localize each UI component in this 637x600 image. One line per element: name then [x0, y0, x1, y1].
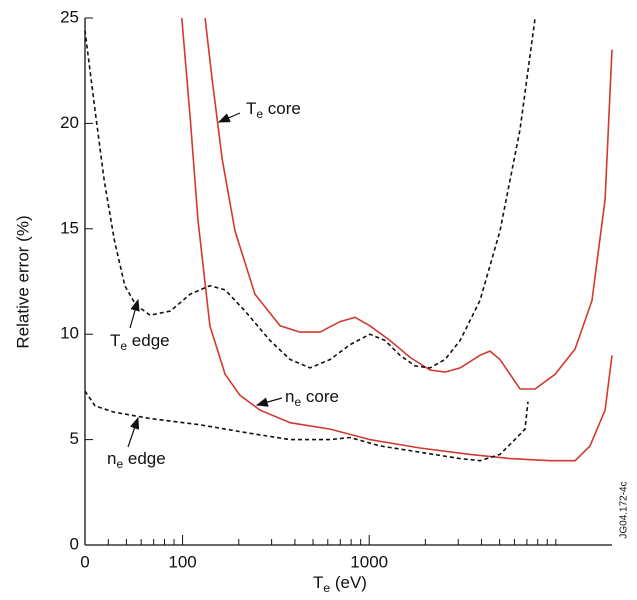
- label-part: n: [285, 387, 294, 406]
- line: [84, 390, 529, 462]
- line: [204, 17, 613, 390]
- label-part: e: [323, 581, 330, 595]
- label: ne core: [285, 387, 339, 409]
- annotation-arrow: [255, 397, 283, 407]
- annotation-arrow: [127, 416, 140, 448]
- label-part: T: [313, 573, 323, 592]
- y-tick-label: 20: [60, 113, 79, 132]
- label-part: core: [263, 99, 301, 118]
- x-tick-label: 1000: [350, 552, 388, 571]
- label-part: (eV): [330, 573, 367, 592]
- label: Te core: [246, 99, 301, 121]
- label: Te (eV): [313, 573, 367, 595]
- y-axis-label: Relative error (%): [13, 215, 32, 348]
- label-part: T: [246, 99, 256, 118]
- y-tick-label: 5: [70, 429, 79, 448]
- label-part: e: [256, 107, 263, 121]
- line: [181, 17, 613, 462]
- x-tick-label: 0: [80, 552, 89, 571]
- label-part: T: [110, 331, 120, 350]
- y-tick-label: 25: [60, 7, 79, 26]
- label-part: edge: [127, 331, 170, 350]
- annotation-arrow: [217, 112, 241, 123]
- y-tick-label: 10: [60, 324, 79, 343]
- y-tick-label: 15: [60, 218, 79, 237]
- label-part: e: [116, 457, 123, 471]
- side-text: JG04.172-4c: [619, 481, 630, 538]
- label-part: core: [301, 387, 339, 406]
- label-part: n: [107, 449, 116, 468]
- y-tick-label: 0: [70, 534, 79, 553]
- label: ne edge: [107, 449, 166, 471]
- label: Te edge: [110, 331, 170, 353]
- label-part: e: [294, 395, 301, 409]
- label-part: e: [120, 339, 127, 353]
- line: [84, 17, 536, 369]
- x-tick-label: 100: [168, 552, 196, 571]
- label-part: edge: [123, 449, 166, 468]
- annotation-arrow: [129, 298, 140, 329]
